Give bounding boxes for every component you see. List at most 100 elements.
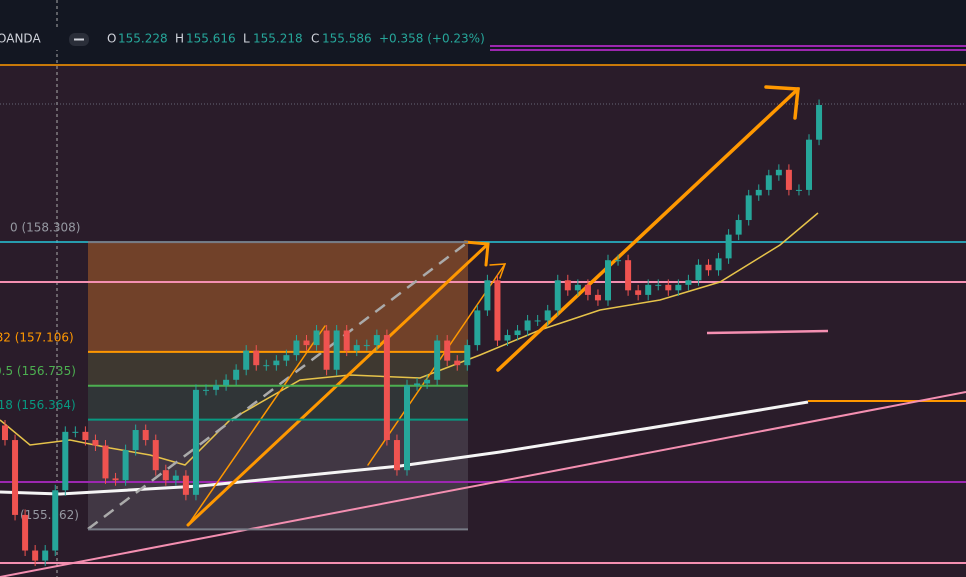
candle-body — [363, 345, 370, 347]
trend-line — [0, 391, 966, 577]
candle-body — [32, 550, 39, 561]
candle-body — [544, 310, 551, 321]
candle-body — [785, 169, 792, 190]
fib-label: 0.5 (156.735) — [0, 364, 76, 378]
ohlc-value: 155.228 — [118, 32, 168, 46]
candle-body — [574, 284, 581, 291]
candle-body — [192, 389, 199, 495]
candle-body — [12, 440, 19, 515]
candle-body — [594, 294, 601, 301]
zone — [0, 65, 966, 577]
candle-body — [765, 175, 772, 190]
candle-body — [725, 234, 732, 259]
symbol: OANDA — [0, 32, 41, 46]
ohlc-label: H — [175, 32, 184, 46]
candle-body — [122, 450, 129, 481]
candle-body — [313, 330, 320, 346]
candle-body — [564, 280, 571, 291]
candle-body — [434, 340, 441, 380]
fib-label: 618 (156.364) — [0, 398, 76, 412]
candle-body — [775, 169, 782, 176]
candle-body — [464, 345, 471, 366]
candle-body — [645, 284, 652, 295]
candle-body — [675, 284, 682, 291]
ohlc-label: C — [311, 32, 319, 46]
candle-body — [22, 514, 29, 551]
candle-body — [393, 440, 400, 471]
ohlc-label: O — [107, 32, 116, 46]
candle-body — [615, 260, 622, 262]
candle-body — [383, 335, 390, 441]
candle-body — [223, 379, 230, 386]
candle-body — [474, 310, 481, 346]
candle-body — [72, 431, 79, 433]
candle-body — [263, 365, 270, 367]
candle-body — [735, 220, 742, 235]
candle-body — [42, 550, 49, 561]
candle-body — [524, 320, 531, 331]
candle-body — [424, 379, 431, 384]
candle-body — [102, 445, 109, 479]
candle-body — [343, 330, 350, 351]
candle-body — [152, 440, 159, 471]
candle-body — [665, 284, 672, 291]
ohlc-value: 155.616 — [186, 32, 236, 46]
candle-body — [293, 340, 300, 356]
candle-body — [745, 195, 752, 221]
candle-body — [303, 340, 310, 346]
candle-body — [132, 430, 139, 451]
ohlc-label: L — [243, 32, 250, 46]
candle-body — [685, 280, 692, 285]
candle-body — [494, 280, 501, 341]
candle-body — [816, 104, 823, 140]
candle-body — [484, 280, 491, 311]
legend-bg — [0, 28, 490, 50]
h-line — [706, 329, 829, 335]
candle-body — [605, 260, 611, 301]
fib-label: (155.162) — [20, 508, 79, 522]
candle-body — [755, 189, 762, 196]
candle-body — [705, 264, 712, 271]
ohlc-value: 155.586 — [322, 32, 372, 46]
candle-body — [213, 385, 220, 390]
candle-body — [584, 284, 591, 295]
candle-body — [323, 330, 330, 370]
candle-body — [182, 475, 189, 495]
candle-body — [655, 284, 662, 286]
candle-body — [243, 350, 250, 370]
candle-body — [2, 425, 8, 441]
ohlc-value: 155.218 — [253, 32, 303, 46]
moving-average — [0, 400, 809, 496]
candle-body — [404, 385, 410, 471]
candle-body — [203, 389, 209, 391]
candle-body — [795, 189, 802, 191]
candle-body — [162, 470, 169, 481]
fib-label: 382 (157.106) — [0, 330, 74, 344]
candle-body — [253, 350, 260, 366]
candle-body — [414, 383, 421, 386]
fib-zone — [88, 352, 468, 386]
candle-body — [273, 360, 280, 366]
candle-body — [444, 340, 451, 361]
candle-body — [333, 330, 340, 370]
candle-body — [554, 280, 561, 311]
candle-body — [353, 345, 360, 351]
candle-body — [504, 335, 511, 341]
candle-body — [695, 264, 702, 281]
candle-body — [52, 490, 59, 551]
change: +0.358 (+0.23%) — [379, 32, 485, 46]
candle-body — [635, 290, 642, 295]
candle-body — [142, 430, 149, 441]
fib-label: 0 (158.308) — [10, 221, 80, 235]
candle-body — [172, 475, 179, 481]
candle-body — [715, 258, 722, 271]
candle-body — [82, 431, 89, 441]
candle-body — [806, 139, 812, 190]
candle-body — [92, 440, 99, 446]
candle-body — [373, 335, 380, 346]
candle-body — [454, 360, 461, 366]
candle-body — [625, 260, 632, 291]
candle-body — [514, 330, 521, 336]
candle-body — [283, 355, 290, 361]
